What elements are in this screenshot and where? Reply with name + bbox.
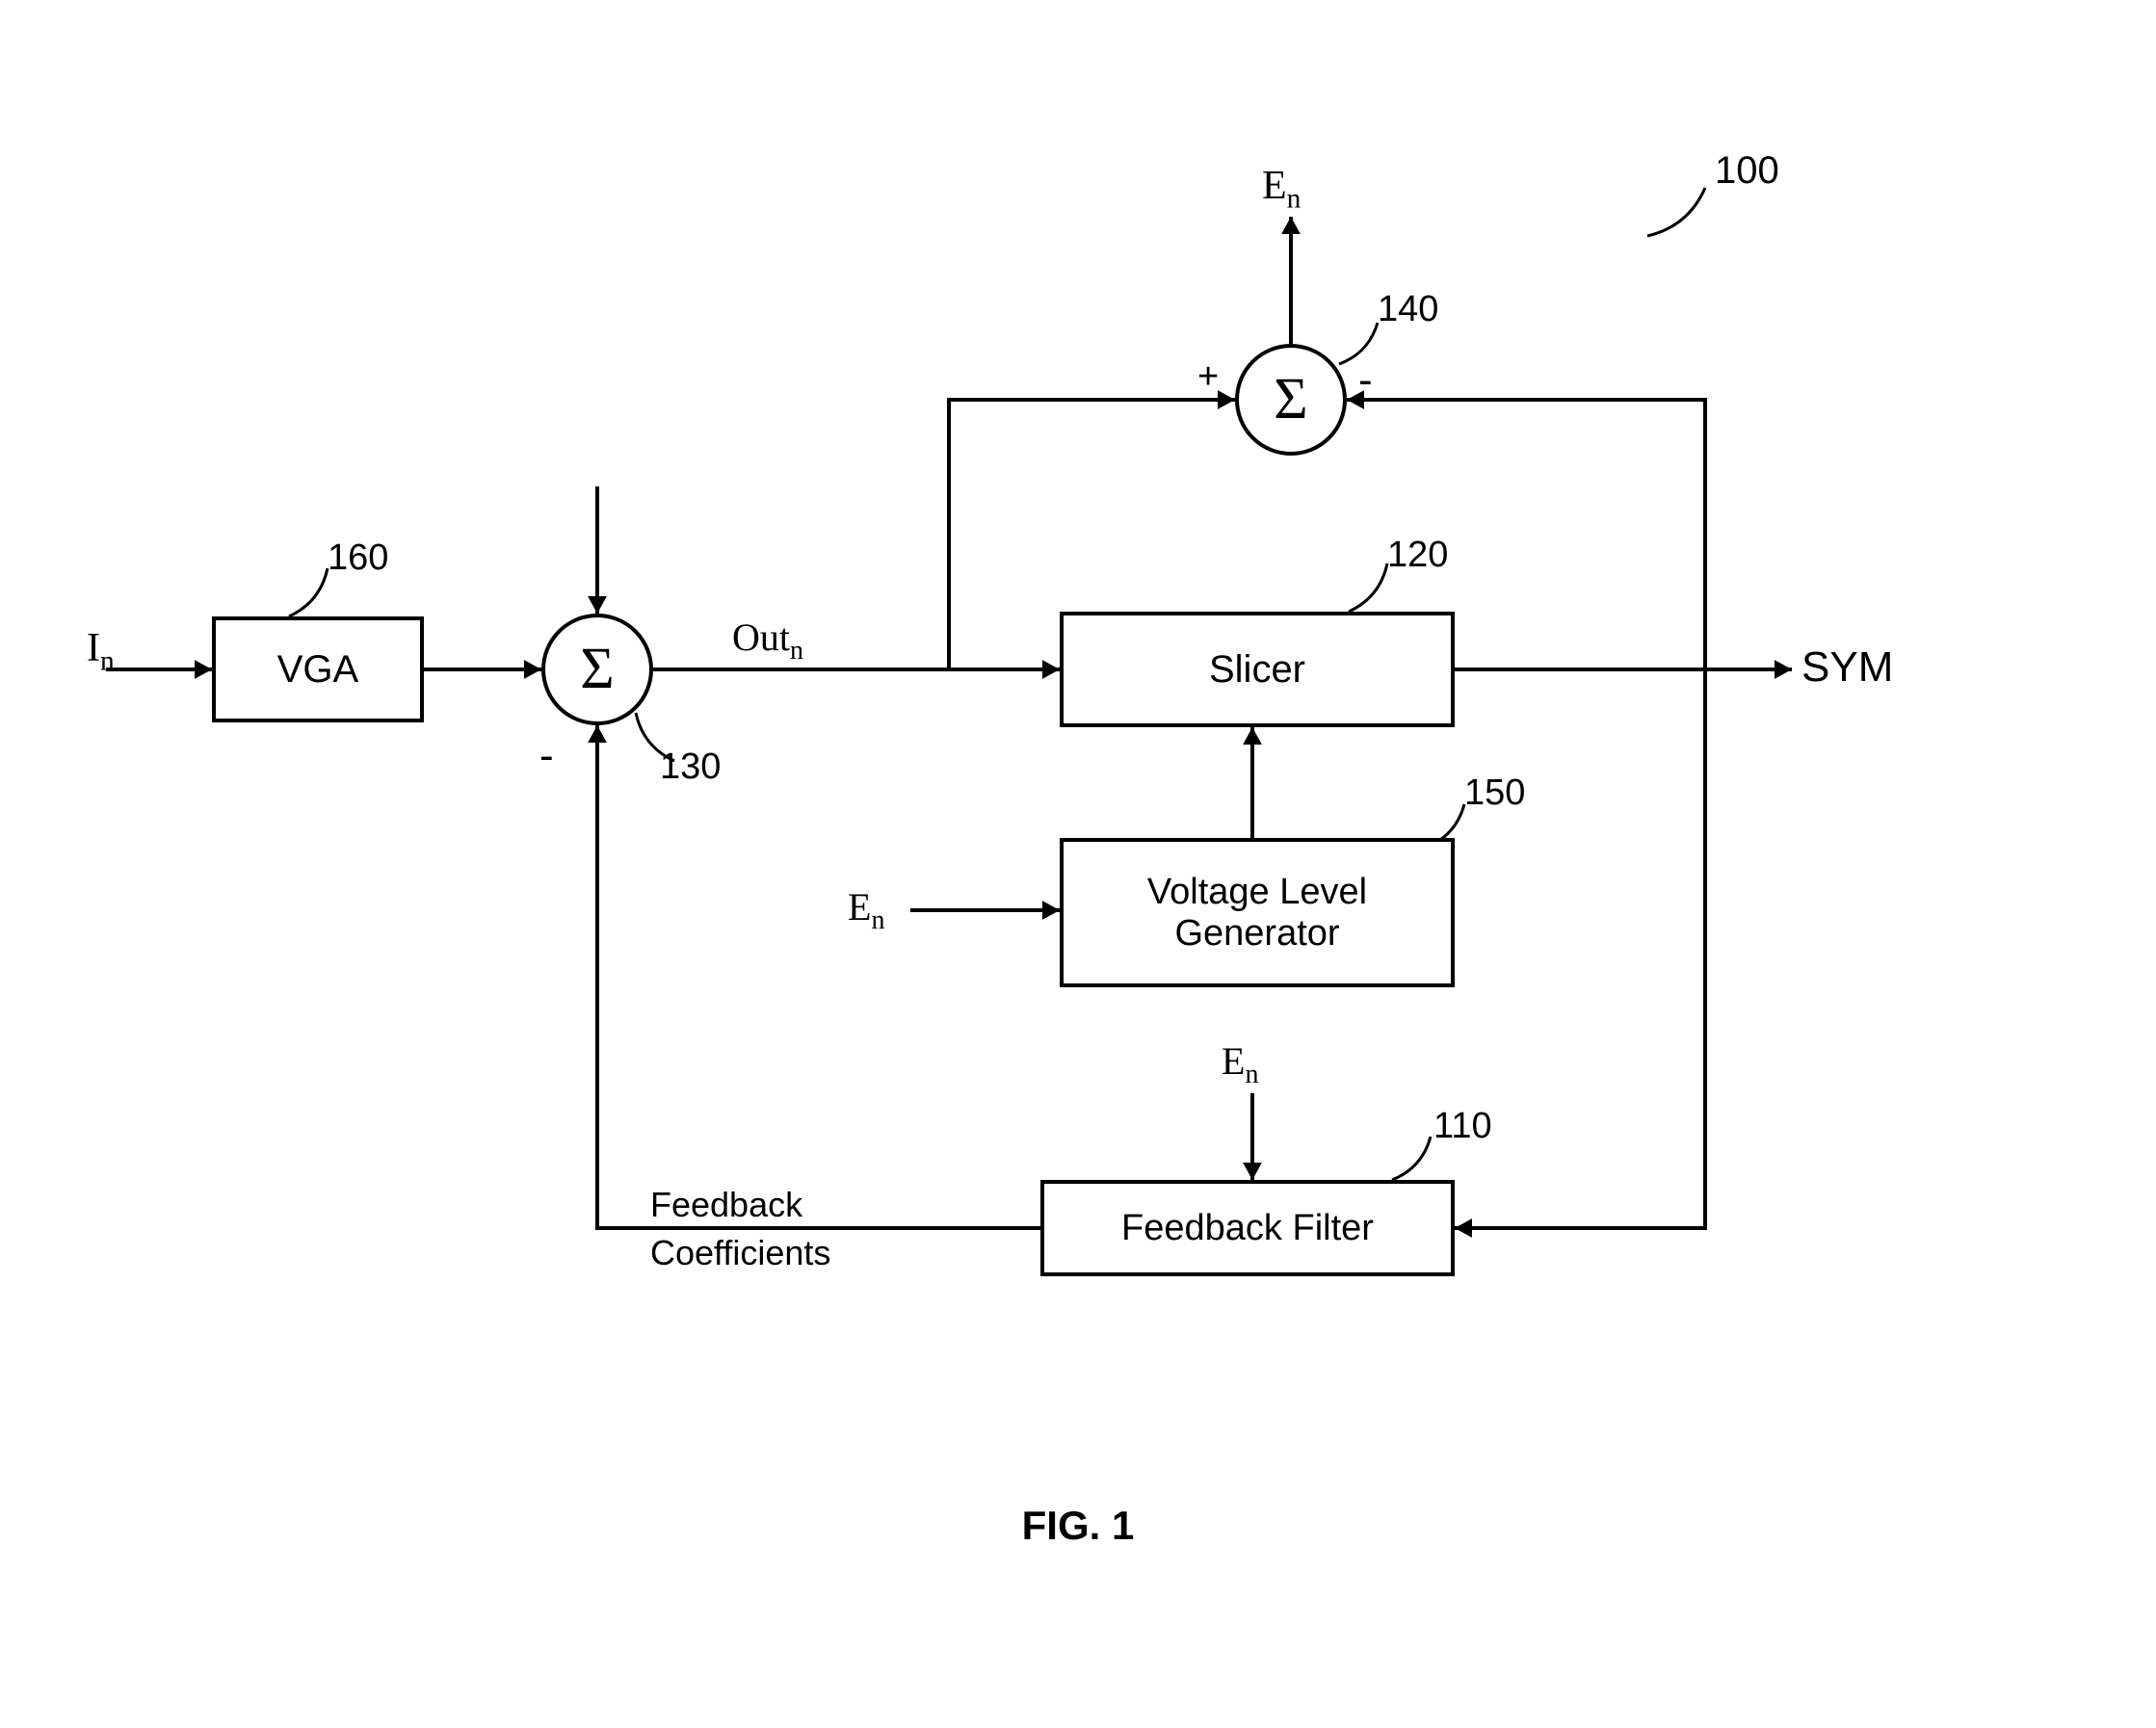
ref-100: 100 [1715, 149, 1779, 193]
ref-140: 140 [1378, 289, 1438, 330]
summer-s130-sigma: Σ [580, 636, 614, 703]
block-vga-label: VGA [277, 648, 358, 692]
label-En-fb: En [1222, 1038, 1258, 1090]
diagram-canvas: VGA Slicer Voltage Level Generator Feedback… [0, 0, 2156, 1728]
block-vga: VGA [212, 616, 424, 722]
summer-s140-sigma: Σ [1274, 366, 1307, 433]
label-s140-plus: + [1197, 356, 1219, 398]
edge-fbfilter-to-s130 [597, 725, 1040, 1228]
label-Outn: Outn [732, 615, 803, 667]
block-slicer-label: Slicer [1209, 648, 1305, 692]
ref-130: 130 [660, 746, 721, 788]
figure-caption: FIG. 1 [0, 1503, 2156, 1549]
summer-s140: Σ [1235, 344, 1347, 456]
ref-160: 160 [328, 537, 388, 579]
block-fbfilter: Feedback Filter [1040, 1180, 1455, 1276]
label-En-vlg: En [848, 884, 884, 936]
block-fbfilter-label: Feedback Filter [1121, 1208, 1374, 1249]
summer-s130: Σ [541, 614, 653, 725]
edge-slicer-to-fbfilter [1455, 669, 1705, 1228]
leader-100 [1647, 188, 1705, 236]
block-vlg-label: Voltage Level Generator [1147, 872, 1367, 955]
label-s140-minus: - [1358, 356, 1373, 405]
ref-110: 110 [1433, 1106, 1492, 1147]
label-feedback: Feedback [650, 1185, 802, 1225]
label-s130-minus: - [539, 732, 554, 780]
label-SYM: SYM [1801, 643, 1893, 692]
leader-110 [1392, 1137, 1431, 1180]
label-In: In [87, 624, 115, 677]
block-slicer: Slicer [1060, 612, 1455, 727]
ref-150: 150 [1464, 772, 1525, 814]
leader-160 [289, 568, 328, 616]
leader-120 [1349, 563, 1387, 612]
label-En-top: En [1262, 162, 1301, 215]
label-coefficients: Coefficients [650, 1233, 830, 1273]
block-vlg: Voltage Level Generator [1060, 838, 1455, 987]
ref-120: 120 [1387, 535, 1448, 576]
